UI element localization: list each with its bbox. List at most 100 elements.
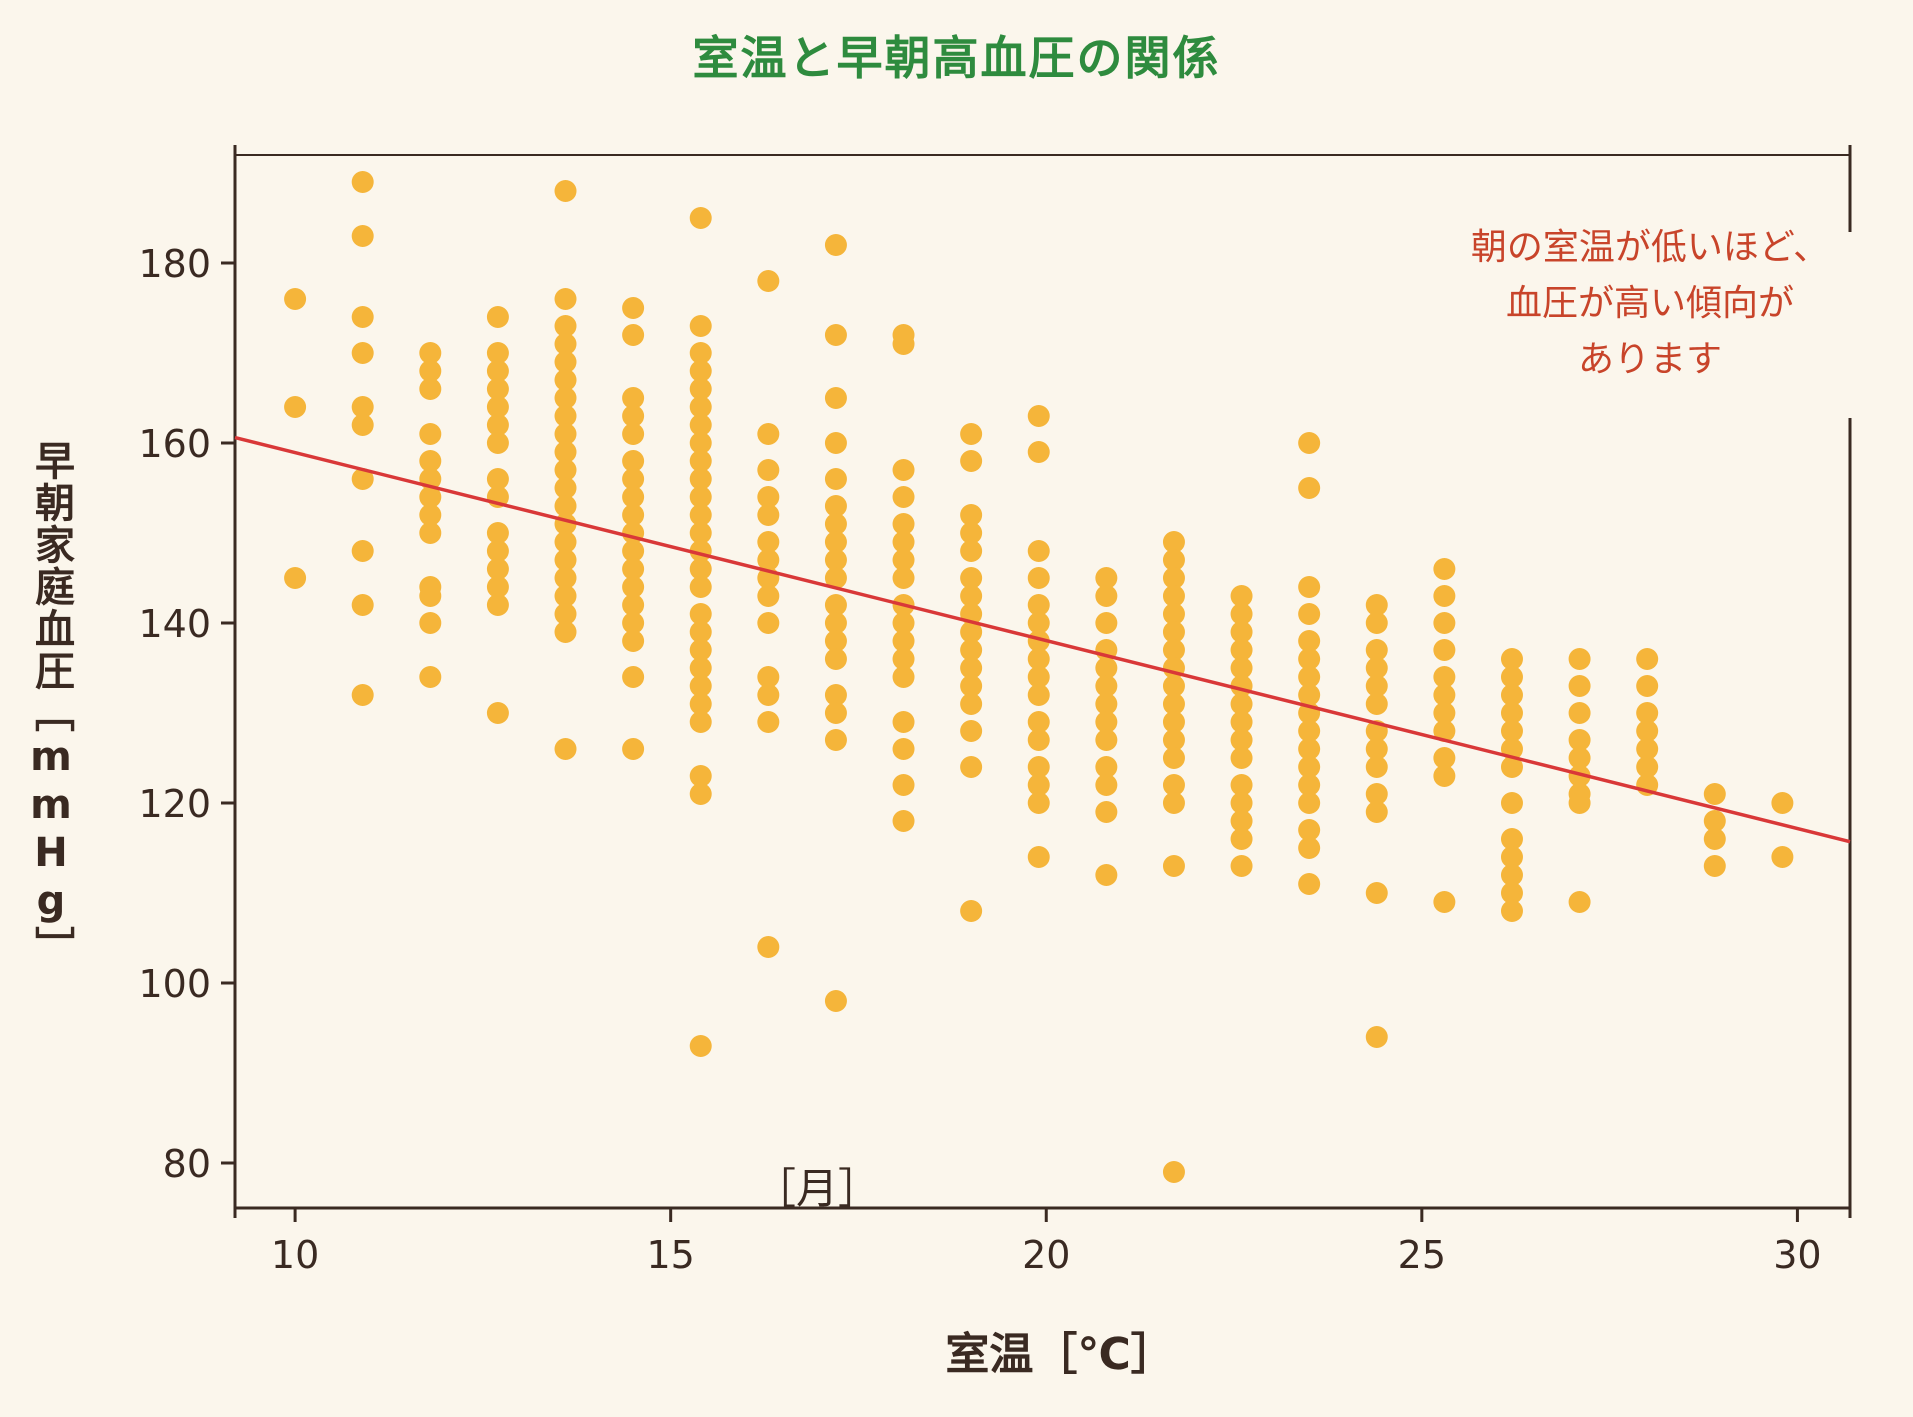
data-point xyxy=(622,666,645,688)
data-point xyxy=(892,567,915,589)
data-point xyxy=(824,594,847,616)
data-point xyxy=(757,531,780,553)
data-point xyxy=(689,783,712,805)
data-point xyxy=(960,567,983,589)
data-point xyxy=(1568,747,1591,769)
data-point xyxy=(1433,585,1456,607)
data-point xyxy=(351,342,374,364)
data-point xyxy=(1703,810,1726,832)
data-point xyxy=(486,414,509,436)
data-point xyxy=(1027,540,1050,562)
data-point xyxy=(1230,855,1253,877)
data-point xyxy=(824,495,847,517)
data-point xyxy=(960,639,983,661)
data-point xyxy=(351,468,374,490)
data-point xyxy=(1500,846,1523,868)
data-point xyxy=(486,522,509,544)
data-point xyxy=(1027,441,1050,463)
data-point xyxy=(486,378,509,400)
data-point xyxy=(689,1035,712,1057)
x-axis-label: 室温［℃］ xyxy=(945,1329,1175,1380)
chart-subnote: ［月］ xyxy=(754,1164,881,1213)
data-point xyxy=(824,531,847,553)
data-point xyxy=(284,396,307,418)
data-point xyxy=(1568,702,1591,724)
data-point xyxy=(757,270,780,292)
data-point xyxy=(689,639,712,661)
data-point xyxy=(1298,666,1321,688)
data-point xyxy=(554,567,577,589)
data-point xyxy=(622,297,645,319)
data-point xyxy=(824,702,847,724)
data-point xyxy=(554,585,577,607)
data-point xyxy=(1162,855,1185,877)
x-tick-label: 30 xyxy=(1773,1233,1821,1277)
data-point xyxy=(486,360,509,382)
data-point xyxy=(1162,747,1185,769)
data-point xyxy=(689,621,712,643)
data-point xyxy=(1298,837,1321,859)
data-point xyxy=(1230,621,1253,643)
data-point xyxy=(486,702,509,724)
data-point xyxy=(1027,630,1050,652)
data-point xyxy=(622,738,645,760)
data-point xyxy=(622,405,645,427)
data-point xyxy=(689,675,712,697)
data-point xyxy=(1298,756,1321,778)
data-point xyxy=(1095,675,1118,697)
data-point xyxy=(1365,639,1388,661)
data-point xyxy=(824,432,847,454)
data-point xyxy=(622,486,645,508)
data-point xyxy=(1230,639,1253,661)
data-point xyxy=(689,207,712,229)
data-point xyxy=(892,810,915,832)
data-point xyxy=(824,468,847,490)
data-point xyxy=(419,666,442,688)
chart-annotation: 朝の室温が低いほど、 血圧が高い傾向が あります xyxy=(1390,220,1910,388)
data-point xyxy=(1298,576,1321,598)
data-point xyxy=(486,342,509,364)
data-point xyxy=(689,450,712,472)
data-point xyxy=(1500,666,1523,688)
data-point xyxy=(1500,792,1523,814)
data-point xyxy=(1162,729,1185,751)
data-point xyxy=(1365,657,1388,679)
data-point xyxy=(892,738,915,760)
data-point xyxy=(1095,801,1118,823)
data-point xyxy=(689,603,712,625)
data-point xyxy=(892,459,915,481)
data-point xyxy=(1027,711,1050,733)
data-point xyxy=(486,306,509,328)
data-point xyxy=(1230,828,1253,850)
data-point xyxy=(960,675,983,697)
data-point xyxy=(419,486,442,508)
data-point xyxy=(486,396,509,418)
data-point xyxy=(1230,792,1253,814)
data-point xyxy=(1027,774,1050,796)
data-point xyxy=(1636,648,1659,670)
data-point xyxy=(1365,783,1388,805)
data-point xyxy=(824,513,847,535)
data-point xyxy=(1298,792,1321,814)
data-point xyxy=(1433,747,1456,769)
data-point xyxy=(689,342,712,364)
data-point xyxy=(1162,693,1185,715)
data-point xyxy=(622,387,645,409)
data-point xyxy=(554,549,577,571)
data-point xyxy=(1500,828,1523,850)
data-point xyxy=(960,423,983,445)
data-point xyxy=(1095,585,1118,607)
data-point xyxy=(1636,720,1659,742)
data-point xyxy=(1230,711,1253,733)
data-point xyxy=(622,450,645,472)
data-point xyxy=(689,414,712,436)
data-point xyxy=(960,657,983,679)
data-point xyxy=(1365,693,1388,715)
data-point xyxy=(892,549,915,571)
data-point xyxy=(1027,729,1050,751)
data-point xyxy=(622,558,645,580)
data-point xyxy=(960,621,983,643)
data-point xyxy=(1365,882,1388,904)
data-point xyxy=(757,423,780,445)
data-point xyxy=(1365,612,1388,634)
